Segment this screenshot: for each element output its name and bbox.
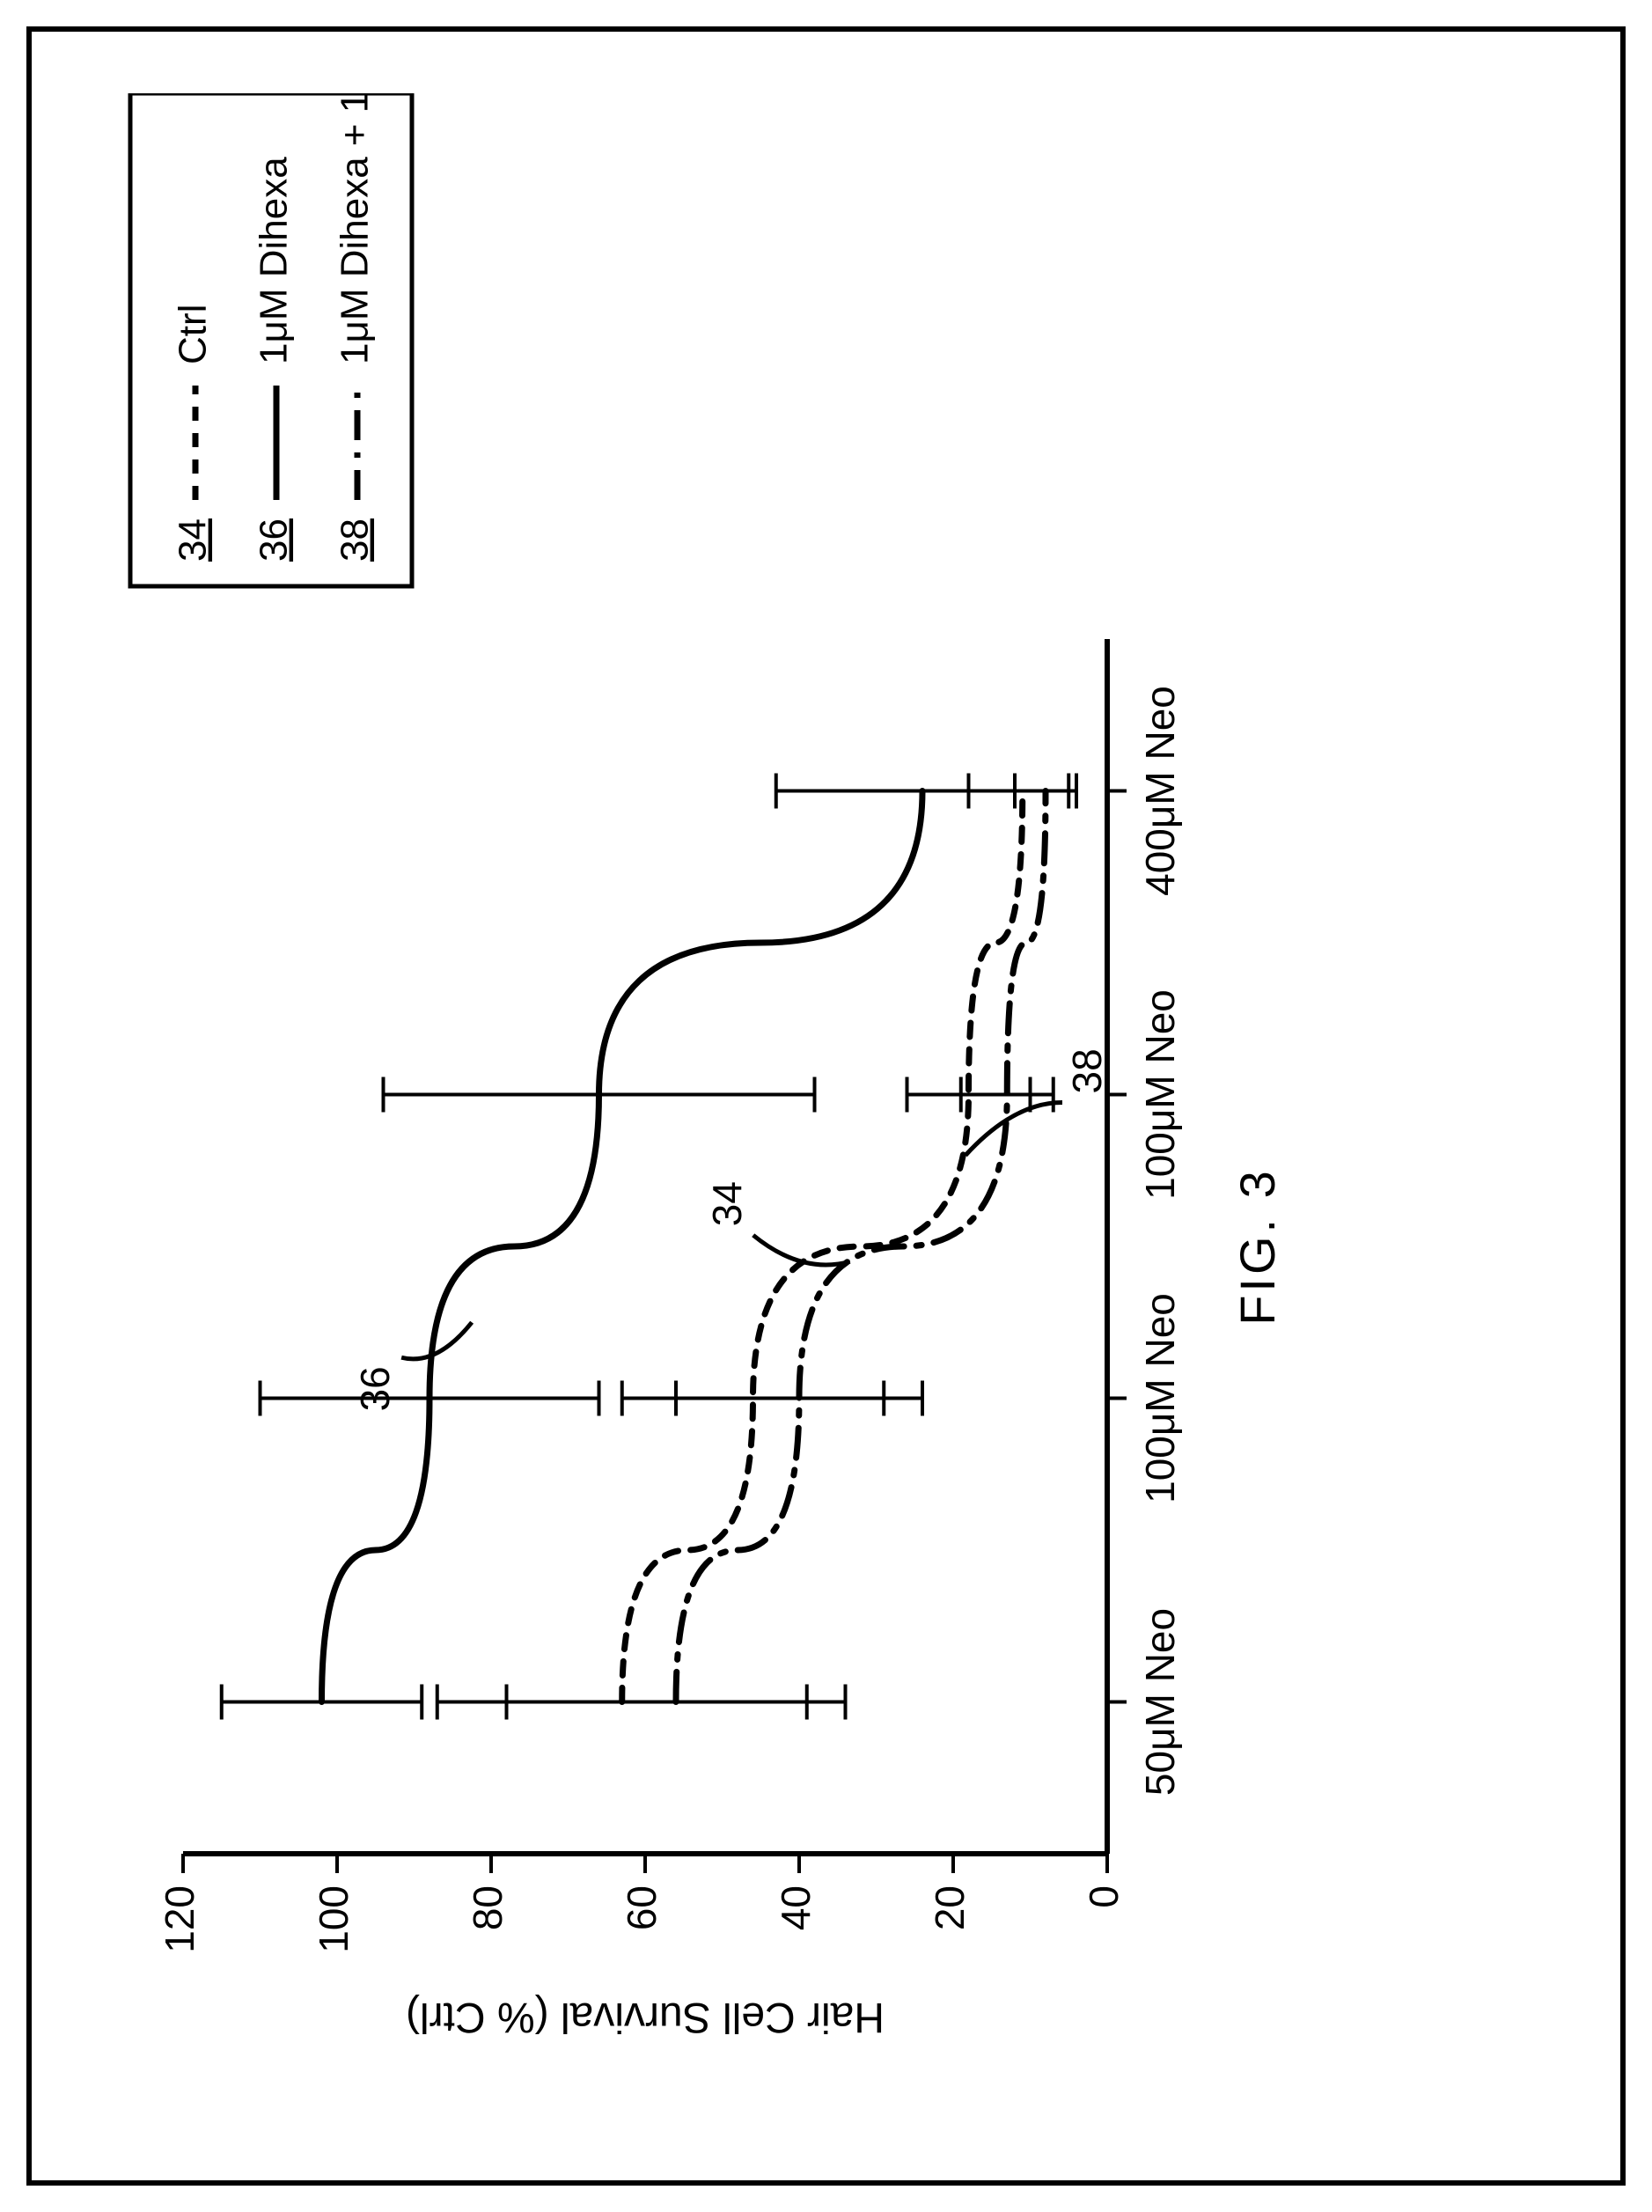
y-tick-label: 120	[157, 1885, 202, 1953]
legend-label: Ctrl	[172, 305, 215, 364]
callout-leader	[966, 1103, 1062, 1156]
y-tick-label: 0	[1081, 1885, 1127, 1908]
legend-id: 38	[334, 518, 377, 562]
series-line	[622, 791, 1023, 1702]
legend-id: 34	[172, 518, 215, 562]
series-line	[676, 791, 1046, 1702]
x-tick-label: 50μM Neo	[1137, 1608, 1183, 1796]
x-tick-label: 100μM Neo	[1137, 1293, 1183, 1503]
y-tick-label: 80	[465, 1885, 510, 1930]
series-line	[322, 791, 923, 1702]
y-tick-label: 40	[773, 1885, 819, 1930]
x-tick-label: 100μM Neo	[1137, 989, 1183, 1200]
callout-label: 34	[704, 1181, 750, 1226]
chart-svg: 0 20 40 60 80 100 120 50μM Neo 100μM Neo 100μM Ne…	[77, 93, 1574, 2118]
figure-caption: FIG. 3	[1230, 1167, 1285, 1326]
x-tick-label: 400μM Neo	[1137, 686, 1183, 896]
callout-label: 36	[352, 1366, 398, 1411]
chart-container: 0 20 40 60 80 100 120 50μM Neo 100μM Neo 100μM Ne…	[77, 93, 1574, 2118]
callout-leader	[753, 1235, 850, 1265]
legend-label: 1μM Dihexa + 1μM 6AH	[334, 93, 377, 364]
y-tick-label: 20	[927, 1885, 973, 1930]
y-axis-label: Hair Cell Survival (% Ctrl)	[406, 1994, 885, 2040]
y-tick-label: 100	[311, 1885, 356, 1953]
y-tick-label: 60	[619, 1885, 664, 1930]
legend-label: 1μM Dihexa	[253, 157, 296, 364]
legend-id: 36	[253, 518, 296, 562]
callout-label: 38	[1064, 1048, 1110, 1093]
